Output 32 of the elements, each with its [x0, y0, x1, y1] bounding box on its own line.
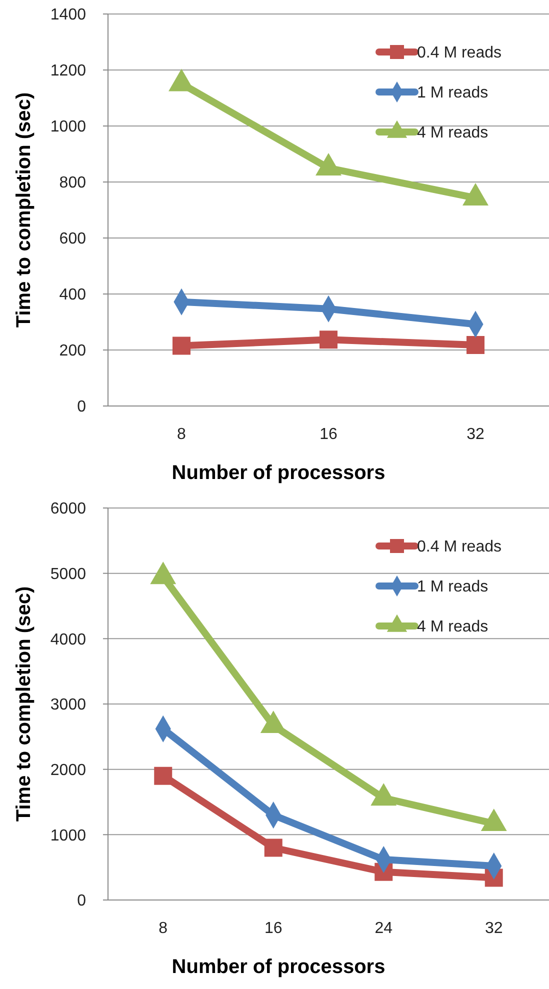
y-tick-label: 1000 [50, 827, 86, 844]
y-tick-label: 800 [59, 174, 86, 192]
y-tick-label: 0 [77, 892, 86, 910]
y-tick-label: 1400 [50, 6, 86, 24]
y-tick-label: 200 [59, 342, 86, 360]
legend-label: 4 M reads [417, 124, 488, 142]
y-tick-label: 5000 [50, 566, 86, 583]
y-tick-label: 600 [59, 230, 86, 248]
legend-label: 0.4 M reads [417, 44, 502, 62]
x-tick-label: 32 [484, 920, 503, 937]
x-tick-label: 8 [177, 426, 186, 443]
y-tick-label: 400 [59, 286, 86, 304]
y-tick-label: 2000 [50, 762, 86, 779]
legend-label: 0.4 M reads [417, 538, 502, 556]
x-tick-label: 8 [158, 920, 168, 937]
x-axis-title: Number of processors [172, 956, 386, 978]
y-tick-label: 1200 [50, 62, 86, 80]
legend-label: 1 M reads [417, 578, 488, 596]
y-tick-label: 4000 [50, 631, 86, 648]
y-axis-title: Time to completion (sec) [13, 92, 35, 328]
y-tick-label: 6000 [50, 500, 86, 518]
y-tick-label: 3000 [50, 696, 86, 714]
y-axis-title: Time to completion (sec) [13, 586, 35, 822]
y-tick-label: 1000 [50, 118, 86, 136]
x-tick-label: 16 [320, 426, 338, 443]
x-tick-label: 16 [264, 920, 282, 937]
x-axis-title: Number of processors [172, 462, 386, 484]
x-tick-label: 32 [466, 426, 484, 443]
y-tick-label: 0 [77, 398, 86, 416]
x-tick-label: 24 [374, 920, 393, 937]
legend-label: 1 M reads [417, 84, 488, 102]
legend-label: 4 M reads [417, 618, 488, 636]
